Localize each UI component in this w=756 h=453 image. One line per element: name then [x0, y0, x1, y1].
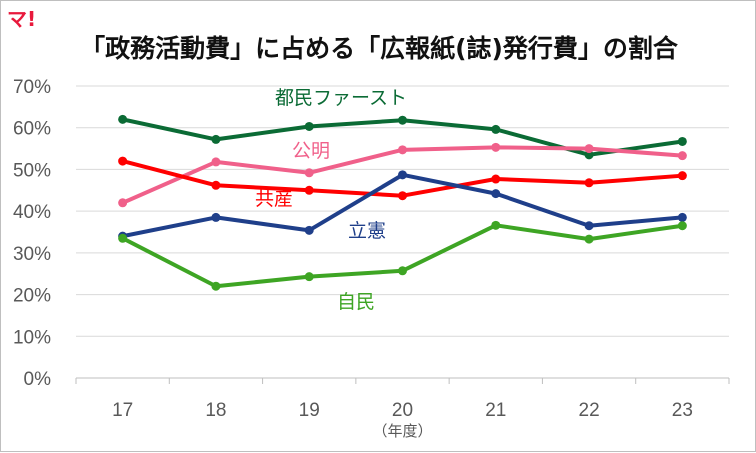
data-point	[398, 266, 407, 276]
data-point	[584, 150, 594, 160]
x-tick-label: 20	[392, 400, 413, 421]
data-point	[211, 281, 221, 291]
x-tick-label: 19	[299, 400, 320, 421]
data-point	[491, 189, 501, 199]
series-label: 立憲	[348, 220, 386, 242]
data-point	[398, 170, 407, 180]
y-tick-label: 70%	[13, 77, 51, 98]
data-point	[491, 124, 501, 134]
data-point	[118, 114, 128, 124]
logo: マ!	[7, 7, 37, 31]
data-point	[118, 233, 128, 243]
data-point	[677, 136, 687, 146]
series-lines	[118, 114, 687, 291]
x-axis-label: （年度）	[372, 422, 432, 440]
data-point	[304, 185, 314, 195]
data-point	[677, 221, 687, 231]
x-tick-label: 23	[672, 400, 693, 421]
data-point	[118, 156, 128, 166]
series-label: 都民ファースト	[275, 87, 407, 109]
series-line-4	[120, 223, 685, 289]
series-label: 公明	[292, 140, 330, 162]
x-tick-label: 21	[485, 400, 506, 421]
data-point	[677, 151, 687, 161]
x-tick-label: 17	[112, 400, 133, 421]
x-axis: 17 18 19 20 21 22 23 （年度）	[75, 378, 730, 440]
data-point	[211, 180, 221, 190]
data-point	[398, 145, 407, 155]
y-tick-label: 0%	[24, 369, 52, 390]
data-point	[584, 221, 594, 231]
chart-title: 「政務活動費」に占める「広報紙(誌)発行費」の割合	[80, 34, 678, 63]
data-point	[491, 174, 501, 184]
data-point	[211, 134, 221, 144]
x-tick-label: 22	[579, 400, 600, 421]
data-point	[304, 225, 314, 235]
data-point	[304, 121, 314, 131]
y-tick-label: 50%	[13, 160, 51, 181]
y-axis: 0% 10% 20% 30% 40% 50% 60% 70%	[13, 77, 51, 390]
data-point	[584, 144, 594, 154]
x-tick-label: 18	[205, 400, 226, 421]
data-point	[211, 212, 221, 222]
y-tick-label: 10%	[13, 327, 51, 348]
data-point	[677, 171, 687, 181]
data-point	[304, 168, 314, 178]
y-tick-label: 20%	[13, 286, 51, 307]
data-point	[304, 272, 314, 282]
y-tick-label: 60%	[13, 119, 51, 140]
data-point	[677, 212, 687, 222]
data-point	[491, 142, 501, 152]
series-label: 自民	[337, 291, 375, 313]
data-point	[398, 191, 407, 201]
y-tick-label: 40%	[13, 202, 51, 223]
data-point	[118, 198, 128, 208]
gridlines	[76, 85, 729, 379]
data-point	[584, 178, 594, 188]
data-point	[491, 220, 501, 230]
data-point	[398, 115, 407, 125]
data-point	[211, 157, 221, 167]
series-label: 共産	[255, 188, 293, 210]
data-point	[584, 234, 594, 244]
y-tick-label: 30%	[13, 244, 51, 265]
